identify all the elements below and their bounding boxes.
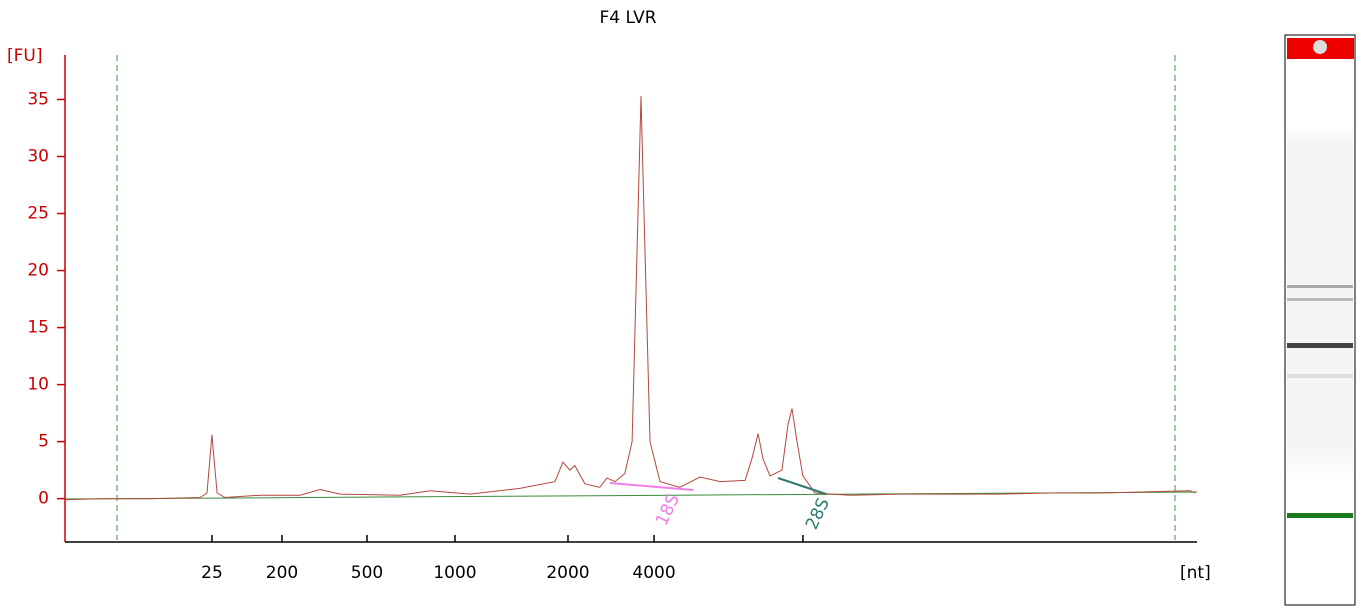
y-tick-label: 0 [38, 489, 49, 509]
y-tick-label: 15 [27, 318, 49, 338]
x-tick-label: 500 [351, 563, 383, 583]
x-tick-label: 25 [201, 563, 223, 583]
gel-band [1287, 298, 1353, 301]
annotation-line [609, 482, 694, 491]
x-tick-label: 4000 [632, 563, 675, 583]
plot: 0 5 10 15 20 25 30 35 25 200 500 1000 2000 4000 [27, 89, 1196, 583]
baseline [64, 491, 1198, 500]
x-axis-label: [nt] [1180, 563, 1211, 583]
gel-band [1287, 343, 1353, 348]
y-tick-label: 25 [27, 204, 49, 224]
annotation-label: 18S [652, 491, 684, 529]
x-tick-label: 1000 [433, 563, 476, 583]
gel-band [1287, 285, 1353, 288]
trace [64, 96, 1196, 501]
y-tick-label: 5 [38, 432, 49, 452]
y-tick-label: 35 [27, 89, 49, 109]
gel-band [1287, 374, 1353, 378]
y-axis-label: [FU] [7, 46, 43, 66]
gel-marker-spot [1313, 40, 1327, 54]
x-tick-label: 2000 [546, 563, 589, 583]
chart-title: F4 LVR [599, 8, 656, 28]
y-tick-label: 10 [27, 375, 49, 395]
y-tick-label: 30 [27, 147, 49, 167]
annotation-line [777, 477, 827, 495]
gel-lane [1284, 34, 1356, 606]
gel-smear [1287, 128, 1353, 478]
gel-band [1287, 513, 1353, 518]
annotation-label: 28S [802, 495, 834, 533]
y-tick-label: 20 [27, 261, 49, 281]
x-tick-label: 200 [266, 563, 298, 583]
